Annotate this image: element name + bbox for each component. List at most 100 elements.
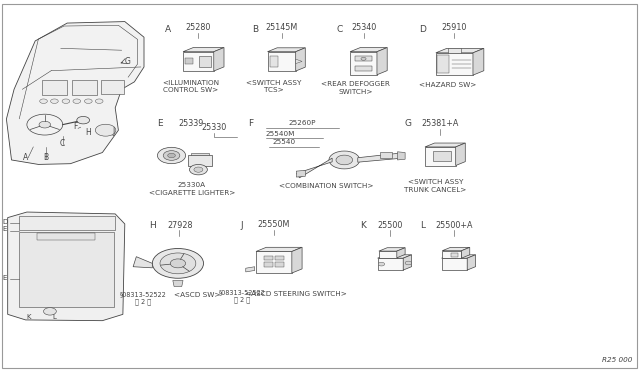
Text: J: J bbox=[113, 127, 115, 136]
Bar bbox=[451, 253, 458, 257]
Polygon shape bbox=[397, 248, 405, 258]
Polygon shape bbox=[425, 147, 456, 166]
Text: K: K bbox=[360, 221, 367, 230]
Polygon shape bbox=[473, 48, 484, 75]
Text: J: J bbox=[241, 221, 243, 230]
Text: 25910: 25910 bbox=[442, 23, 467, 32]
Text: 25260P: 25260P bbox=[289, 121, 316, 126]
Bar bbox=[191, 153, 209, 155]
Text: E: E bbox=[2, 227, 6, 232]
Text: 25340: 25340 bbox=[351, 23, 376, 32]
Polygon shape bbox=[292, 247, 302, 273]
Polygon shape bbox=[461, 247, 470, 258]
Polygon shape bbox=[296, 170, 305, 177]
Text: <ASCD STEERING SWITCH>: <ASCD STEERING SWITCH> bbox=[244, 291, 347, 297]
Bar bbox=[37, 232, 95, 240]
Circle shape bbox=[378, 262, 385, 266]
Polygon shape bbox=[379, 251, 397, 258]
Text: E: E bbox=[2, 275, 6, 281]
Circle shape bbox=[95, 124, 116, 136]
Circle shape bbox=[84, 99, 92, 103]
Text: C: C bbox=[336, 25, 342, 33]
Polygon shape bbox=[358, 153, 399, 162]
Bar bbox=[355, 56, 372, 61]
Text: B: B bbox=[252, 25, 258, 33]
Polygon shape bbox=[397, 152, 405, 160]
Bar bbox=[275, 256, 284, 260]
Text: F: F bbox=[248, 119, 253, 128]
Bar bbox=[437, 55, 449, 73]
Circle shape bbox=[194, 167, 203, 172]
Polygon shape bbox=[214, 48, 224, 71]
Bar bbox=[270, 56, 278, 67]
Circle shape bbox=[163, 151, 180, 160]
Text: 25145M: 25145M bbox=[266, 23, 298, 32]
Polygon shape bbox=[268, 52, 296, 71]
Circle shape bbox=[329, 151, 360, 169]
Polygon shape bbox=[442, 251, 461, 258]
Text: 25500+A: 25500+A bbox=[436, 221, 473, 230]
Text: 25540M: 25540M bbox=[266, 131, 295, 137]
Circle shape bbox=[361, 57, 366, 60]
Bar bbox=[448, 48, 461, 53]
Bar bbox=[275, 262, 284, 267]
Polygon shape bbox=[467, 255, 476, 270]
Circle shape bbox=[39, 121, 51, 128]
Text: 27928: 27928 bbox=[168, 221, 193, 230]
Polygon shape bbox=[173, 280, 183, 286]
Polygon shape bbox=[436, 48, 484, 53]
Polygon shape bbox=[456, 143, 465, 166]
Polygon shape bbox=[378, 255, 412, 258]
Circle shape bbox=[40, 99, 47, 103]
Text: E: E bbox=[157, 119, 163, 128]
Circle shape bbox=[160, 253, 196, 274]
Circle shape bbox=[77, 116, 90, 124]
Text: 25500: 25500 bbox=[378, 221, 403, 230]
Polygon shape bbox=[350, 48, 387, 52]
Text: D: D bbox=[419, 25, 426, 33]
Bar bbox=[433, 151, 451, 161]
Text: F: F bbox=[74, 122, 77, 131]
Polygon shape bbox=[378, 258, 403, 270]
Bar bbox=[19, 232, 114, 307]
Circle shape bbox=[95, 99, 103, 103]
Text: G: G bbox=[405, 119, 412, 128]
Bar bbox=[264, 256, 273, 260]
Polygon shape bbox=[183, 48, 224, 52]
Polygon shape bbox=[296, 158, 332, 178]
Text: <COMBINATION SWITCH>: <COMBINATION SWITCH> bbox=[279, 183, 374, 189]
Circle shape bbox=[157, 147, 186, 164]
Polygon shape bbox=[377, 48, 387, 75]
Polygon shape bbox=[442, 258, 467, 270]
Circle shape bbox=[189, 164, 207, 175]
Text: D: D bbox=[2, 219, 7, 225]
Bar bbox=[355, 66, 372, 71]
Bar bbox=[19, 216, 115, 230]
Bar bbox=[101, 80, 124, 94]
Text: L: L bbox=[52, 314, 56, 320]
Polygon shape bbox=[8, 212, 125, 321]
Bar bbox=[380, 152, 392, 158]
Polygon shape bbox=[442, 247, 470, 251]
Text: B: B bbox=[44, 153, 49, 162]
Polygon shape bbox=[183, 52, 214, 71]
Bar bbox=[199, 56, 211, 67]
Text: 25330: 25330 bbox=[202, 123, 227, 132]
Text: A: A bbox=[165, 25, 172, 33]
Bar bbox=[72, 80, 97, 95]
Text: R25 000: R25 000 bbox=[602, 357, 632, 363]
Text: §08313-52522
〈 2 〉: §08313-52522 〈 2 〉 bbox=[120, 291, 167, 305]
Text: 25339: 25339 bbox=[178, 119, 204, 128]
Polygon shape bbox=[442, 255, 476, 258]
Text: H: H bbox=[86, 128, 91, 137]
Text: 25540: 25540 bbox=[272, 139, 295, 145]
Bar bbox=[264, 262, 273, 267]
Text: K: K bbox=[26, 314, 31, 320]
Bar bbox=[188, 155, 212, 166]
Circle shape bbox=[62, 99, 70, 103]
Polygon shape bbox=[268, 48, 305, 52]
Text: G: G bbox=[125, 57, 131, 66]
Circle shape bbox=[405, 261, 412, 265]
Text: A: A bbox=[23, 153, 28, 162]
Text: L: L bbox=[420, 221, 425, 230]
